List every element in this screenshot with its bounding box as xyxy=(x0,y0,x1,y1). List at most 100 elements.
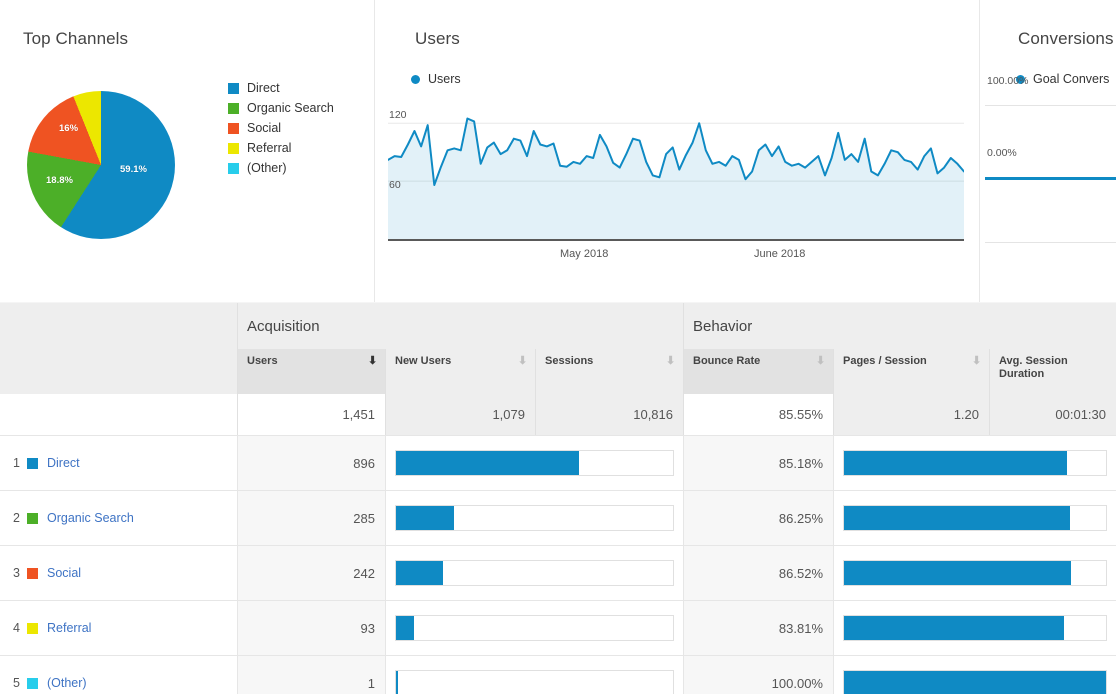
row-bounce-rate-bar-cell xyxy=(833,546,1116,600)
row-channel-link[interactable]: Referral xyxy=(47,621,92,635)
users-legend[interactable]: Users xyxy=(411,72,461,86)
legend-item-organic-search[interactable]: Organic Search xyxy=(228,98,334,118)
column-header-users[interactable]: Users ⬇ xyxy=(237,349,385,394)
bar-track xyxy=(843,615,1107,641)
legend-label: Referral xyxy=(247,141,292,155)
users-xtick-june: June 2018 xyxy=(754,248,806,260)
bar-fill xyxy=(396,451,579,475)
conversions-panel: Conversions Goal Convers 100.00% 0.00% xyxy=(980,0,1116,302)
conversions-legend-dot xyxy=(1016,74,1025,84)
users-title: Users xyxy=(415,29,460,48)
sort-arrow-down-icon[interactable]: ⬇ xyxy=(368,355,378,367)
conversions-ytick-100: 100.00% xyxy=(987,75,1029,87)
column-header-avg-session-duration[interactable]: Avg. Session Duration xyxy=(989,349,1116,394)
summary-bounce-rate: 85.55% xyxy=(683,394,833,435)
row-bounce-rate-bar-cell xyxy=(833,491,1116,545)
top-channels-panel: Top Channels 59.1% 18.8% 16% Direct Organ… xyxy=(0,0,375,302)
row-bounce-rate-value: 83.81% xyxy=(683,601,833,655)
column-header-channel[interactable] xyxy=(0,349,237,394)
column-header-sessions[interactable]: Sessions ⬇ xyxy=(535,349,683,394)
bar-fill xyxy=(844,451,1068,475)
group-header-behavior: Behavior xyxy=(683,303,1116,349)
legend-item-referral[interactable]: Referral xyxy=(228,138,334,158)
row-rank: 5 xyxy=(13,676,20,690)
row-users-bar-cell xyxy=(385,656,683,694)
legend-item-direct[interactable]: Direct xyxy=(228,78,334,98)
row-color-swatch xyxy=(27,567,38,579)
conversions-plot-area xyxy=(985,105,1116,245)
row-users-bar-cell xyxy=(385,546,683,600)
row-channel-cell: 3 Social xyxy=(0,546,237,600)
table-row[interactable]: 3 Social 242 86.52% xyxy=(0,545,1116,600)
table-row[interactable]: 1 Direct 896 85.18% xyxy=(0,435,1116,490)
conversions-ytick-0: 0.00% xyxy=(987,147,1017,159)
users-xtick-may: May 2018 xyxy=(560,248,609,260)
column-header-avg-session-duration-label: Avg. Session Duration xyxy=(999,355,1068,380)
column-header-pages-session[interactable]: Pages / Session ⬇ xyxy=(833,349,989,394)
pie-slice-label-direct: 59.1% xyxy=(120,164,147,175)
row-channel-cell: 1 Direct xyxy=(0,436,237,490)
bar-fill xyxy=(396,561,444,585)
users-legend-label: Users xyxy=(428,72,461,86)
row-channel-link[interactable]: Direct xyxy=(47,456,80,470)
row-users-value: 93 xyxy=(237,601,385,655)
sort-arrow-down-icon[interactable]: ⬇ xyxy=(816,355,826,367)
bar-track xyxy=(395,505,674,531)
column-header-new-users[interactable]: New Users ⬇ xyxy=(385,349,535,394)
top-channels-pie-chart: 59.1% 18.8% 16% xyxy=(22,88,192,243)
legend-item-other[interactable]: (Other) xyxy=(228,158,334,178)
row-rank: 3 xyxy=(13,566,20,580)
summary-blank xyxy=(0,394,237,435)
row-channel-cell: 4 Referral xyxy=(0,601,237,655)
summary-pages-session: 1.20 xyxy=(833,394,989,435)
row-channel-link[interactable]: Social xyxy=(47,566,82,580)
legend-item-social[interactable]: Social xyxy=(228,118,334,138)
conversions-legend[interactable]: Goal Convers xyxy=(1016,72,1109,86)
table-summary-row: 1,451 1,079 10,816 85.55% 1.20 00:01:30 xyxy=(0,394,1116,435)
bar-track xyxy=(843,670,1107,694)
channels-table: Acquisition Behavior Users ⬇ New Users ⬇… xyxy=(0,303,1116,694)
bar-track xyxy=(395,560,674,586)
table-row[interactable]: 2 Organic Search 285 86.25% xyxy=(0,490,1116,545)
sort-arrow-down-icon[interactable]: ⬇ xyxy=(666,355,676,367)
column-header-sessions-label: Sessions xyxy=(545,355,594,367)
conversions-title: Conversions xyxy=(1018,29,1114,48)
bar-fill xyxy=(844,671,1106,694)
bar-track xyxy=(843,450,1107,476)
row-users-bar-cell xyxy=(385,601,683,655)
bar-track xyxy=(395,670,674,694)
row-users-value: 285 xyxy=(237,491,385,545)
row-bounce-rate-bar-cell xyxy=(833,436,1116,490)
row-channel-link[interactable]: (Other) xyxy=(47,676,87,690)
summary-users: 1,451 xyxy=(237,394,385,435)
row-rank: 1 xyxy=(13,456,20,470)
row-users-value: 242 xyxy=(237,546,385,600)
sort-arrow-down-icon[interactable]: ⬇ xyxy=(518,355,528,367)
row-color-swatch xyxy=(27,512,38,524)
legend-label: Direct xyxy=(247,81,280,95)
top-channels-title: Top Channels xyxy=(23,29,129,48)
row-channel-cell: 2 Organic Search xyxy=(0,491,237,545)
top-channels-legend: Direct Organic Search Social Referral (Other… xyxy=(228,78,334,178)
row-bounce-rate-value: 100.00% xyxy=(683,656,833,694)
bar-track xyxy=(843,560,1107,586)
row-rank: 2 xyxy=(13,511,20,525)
column-header-new-users-label: New Users xyxy=(395,355,452,367)
bar-track xyxy=(395,615,674,641)
row-bounce-rate-bar-cell xyxy=(833,601,1116,655)
table-row[interactable]: 4 Referral 93 83.81% xyxy=(0,600,1116,655)
conversions-legend-label: Goal Convers xyxy=(1033,72,1110,86)
bar-fill xyxy=(396,506,455,530)
row-channel-link[interactable]: Organic Search xyxy=(47,511,134,525)
table-row[interactable]: 5 (Other) 1 100.00% xyxy=(0,655,1116,694)
column-header-bounce-rate[interactable]: Bounce Rate ⬇ xyxy=(683,349,833,394)
row-rank: 4 xyxy=(13,621,20,635)
bar-fill xyxy=(396,616,414,640)
conversions-chart: Goal Convers 100.00% 0.00% xyxy=(980,72,1116,262)
row-color-swatch xyxy=(27,457,38,469)
users-legend-dot xyxy=(411,74,420,84)
sort-arrow-down-icon[interactable]: ⬇ xyxy=(972,355,982,367)
bar-track xyxy=(843,505,1107,531)
table-body: 1 Direct 896 85.18% 2 Organic Search 285 86.25%… xyxy=(0,435,1116,694)
row-users-bar-cell xyxy=(385,491,683,545)
